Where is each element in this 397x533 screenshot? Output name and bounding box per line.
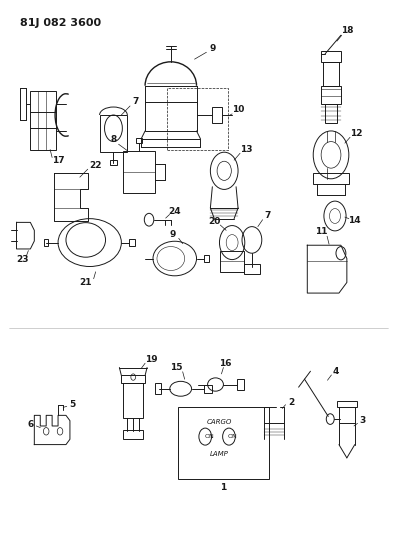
- Text: 10: 10: [232, 105, 244, 114]
- Bar: [177, 407, 268, 479]
- Text: 3: 3: [360, 416, 366, 425]
- Bar: [220, 251, 244, 272]
- Text: 11: 11: [315, 228, 328, 237]
- Text: LAMP: LAMP: [210, 450, 229, 457]
- Bar: [244, 264, 260, 274]
- Text: 4: 4: [333, 367, 339, 376]
- Text: 20: 20: [208, 217, 220, 226]
- Text: CARGO: CARGO: [206, 419, 232, 425]
- Bar: [325, 104, 337, 123]
- Bar: [121, 375, 145, 383]
- Text: 1: 1: [220, 482, 226, 491]
- Bar: [30, 91, 56, 150]
- Text: 19: 19: [146, 355, 158, 364]
- Bar: [123, 430, 143, 439]
- Bar: [129, 239, 135, 246]
- Text: 24: 24: [168, 207, 181, 216]
- Bar: [313, 173, 349, 184]
- Bar: [323, 62, 339, 86]
- Text: 18: 18: [341, 27, 353, 36]
- Bar: [145, 102, 197, 131]
- Text: 15: 15: [170, 363, 183, 372]
- Bar: [204, 255, 209, 262]
- Text: 9: 9: [170, 230, 176, 239]
- Text: 23: 23: [16, 255, 29, 264]
- Text: 17: 17: [52, 156, 64, 165]
- Bar: [167, 88, 228, 150]
- Text: 7: 7: [264, 212, 271, 221]
- Bar: [212, 107, 222, 123]
- Bar: [337, 401, 357, 407]
- Text: 5: 5: [69, 400, 75, 409]
- Text: 2: 2: [288, 398, 295, 407]
- Bar: [321, 51, 341, 62]
- Text: 22: 22: [89, 161, 102, 170]
- Text: 6: 6: [27, 420, 33, 429]
- Text: ON: ON: [204, 434, 214, 439]
- Text: ON: ON: [228, 434, 238, 439]
- Bar: [123, 383, 143, 418]
- Text: 14: 14: [349, 216, 361, 225]
- Text: 7: 7: [132, 97, 139, 106]
- Text: 16: 16: [219, 359, 232, 368]
- Bar: [237, 379, 245, 390]
- Bar: [155, 383, 161, 394]
- Text: 81J 082 3600: 81J 082 3600: [21, 18, 102, 28]
- Bar: [321, 86, 341, 104]
- Bar: [44, 239, 48, 246]
- Text: 21: 21: [79, 278, 92, 287]
- Text: 9: 9: [209, 44, 216, 53]
- Text: 13: 13: [240, 145, 252, 154]
- Bar: [136, 139, 142, 143]
- Bar: [100, 115, 127, 152]
- Bar: [204, 384, 212, 393]
- Text: 8: 8: [110, 135, 117, 144]
- Text: 12: 12: [351, 129, 363, 138]
- Bar: [110, 160, 117, 165]
- Bar: [123, 151, 155, 193]
